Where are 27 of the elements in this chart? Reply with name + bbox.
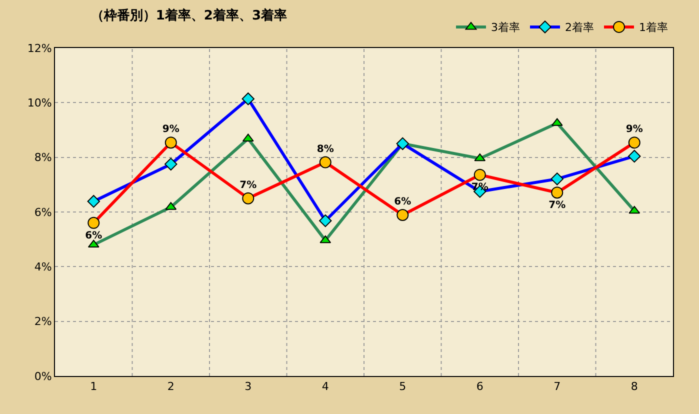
data-label: 7% (240, 180, 257, 191)
legend-label: 2着率 (565, 21, 594, 34)
y-tick-label: 6% (34, 206, 52, 219)
y-tick-label: 4% (34, 260, 52, 274)
y-tick-label: 0% (34, 370, 52, 383)
y-tick-label: 2% (34, 315, 52, 328)
y-tick-label: 10% (27, 96, 52, 110)
y-tick-label: 8% (34, 151, 52, 164)
legend-label: 1着率 (639, 21, 668, 34)
y-tick-label: 12% (27, 42, 52, 55)
x-tick-label: 6 (476, 380, 484, 394)
x-tick-label: 7 (554, 380, 561, 394)
x-tick-label: 1 (90, 380, 98, 394)
x-tick-label: 3 (244, 380, 252, 394)
x-tick-label: 2 (167, 380, 174, 394)
x-tick-label: 5 (399, 380, 406, 394)
x-tick-label: 4 (322, 380, 329, 394)
data-label: 8% (316, 144, 334, 155)
chart-title: （枠番別）1着率、2着率、3着率 (90, 7, 288, 24)
data-label: 7% (548, 200, 566, 211)
x-tick-label: 8 (630, 380, 638, 394)
data-label: 6% (394, 196, 412, 208)
data-label: 7% (471, 182, 488, 194)
data-label: 9% (626, 124, 643, 136)
legend-label: 3着率 (491, 21, 520, 34)
data-label: 9% (162, 124, 180, 136)
data-label: 6% (85, 230, 102, 242)
